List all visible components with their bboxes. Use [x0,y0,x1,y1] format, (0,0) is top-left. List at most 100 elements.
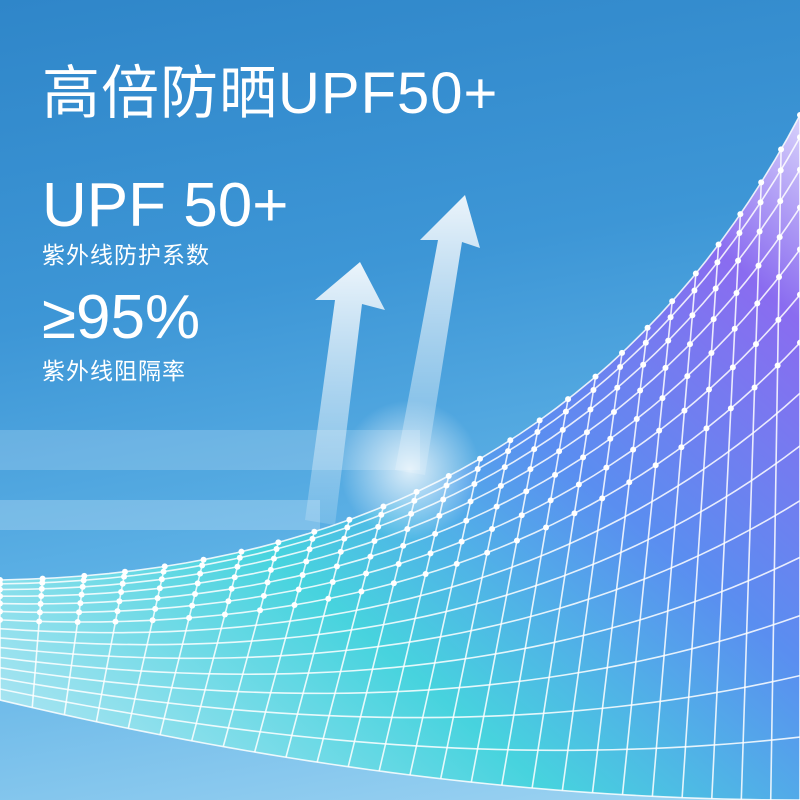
mesh-node [192,591,199,598]
mesh-node [797,134,800,141]
mesh-node [778,146,785,153]
mesh-node [727,405,734,412]
mesh-node [186,614,193,621]
mesh-node [270,555,277,562]
mesh-node [652,462,659,469]
mesh-node [642,339,649,346]
mesh-node [571,510,578,517]
mesh-node [493,503,500,510]
mesh-node [614,384,621,391]
mesh-node [80,577,87,584]
mesh-line [316,506,385,763]
mesh-node [275,539,282,546]
mesh-node [453,560,460,567]
mesh-node [346,516,353,523]
mesh-line [531,376,597,789]
stat-upf-label: 紫外线防护系数 [42,242,210,268]
mesh-node [665,337,672,344]
mesh-node [776,234,783,241]
mesh-node [518,512,525,519]
mesh-node [189,602,196,609]
mesh-node [712,285,719,292]
mesh-node [575,481,582,488]
mesh-node [626,479,633,486]
mesh-line [651,273,697,797]
mesh-node [797,291,800,298]
mesh-node [484,549,491,556]
stat-upf-value: UPF 50+ [42,171,289,240]
mesh-node [81,572,88,579]
headline: 高倍防晒UPF50+ [42,61,499,126]
mesh-node [501,464,508,471]
mesh-node [689,312,696,319]
mesh-node [662,364,669,371]
mesh-node [640,361,647,368]
mesh-node [531,446,538,453]
mesh-node [497,482,504,489]
mesh-node [161,563,168,570]
mesh-node [637,387,644,394]
mesh-line [222,542,280,747]
mesh-node [38,585,45,592]
mesh-node [691,287,698,294]
mesh-node [371,537,378,544]
mesh-node [656,427,663,434]
mesh-line [500,399,569,786]
mesh-line [681,244,720,798]
mesh-node [678,444,685,451]
mesh-node [756,228,763,235]
mesh-node [714,259,721,266]
mesh-line [190,551,243,742]
mesh-node [536,417,543,424]
mesh-node [197,570,204,577]
mesh-node [489,525,496,532]
mesh-node [311,528,318,535]
mesh-node [422,571,429,578]
mesh-line [710,214,742,799]
mesh-node [583,429,590,436]
mesh-node [758,179,765,186]
mesh-node [565,396,572,403]
light-flare [340,400,480,540]
mesh-line [470,420,541,783]
mesh-node [267,566,274,573]
mesh-node [587,406,594,413]
mesh-node [38,592,45,599]
mesh-node [273,545,280,552]
mesh-node [644,324,651,331]
mesh-node [562,408,569,415]
mesh-node [630,446,637,453]
mesh-node [774,362,781,369]
mesh-node [236,554,243,561]
mesh-node [797,112,800,118]
mesh-node [309,535,316,542]
mesh-node [194,580,201,587]
mesh-line [253,531,316,753]
mesh-node [303,558,310,565]
mesh-node [667,314,674,321]
mesh-node [617,364,624,371]
mesh-node [458,538,465,545]
mesh-node [152,605,159,612]
mesh-line [409,458,481,776]
mesh-line [127,566,166,729]
mesh-node [225,598,232,605]
stat-block-value: ≥95% [42,283,201,352]
mesh-node [390,580,397,587]
mesh-node [559,426,566,433]
mesh-node [659,395,666,402]
mesh-node [158,576,165,583]
mesh-node [344,524,351,531]
mesh-node [507,437,514,444]
mesh-node [527,466,534,473]
mesh-node [238,548,245,555]
mesh-node [231,574,238,581]
mesh-node [692,270,699,277]
mesh-node [797,166,800,173]
mesh-node [735,257,742,264]
mesh-node [505,448,512,455]
mesh-node [329,579,336,586]
mesh-node [776,273,783,280]
mesh-node [156,585,163,592]
